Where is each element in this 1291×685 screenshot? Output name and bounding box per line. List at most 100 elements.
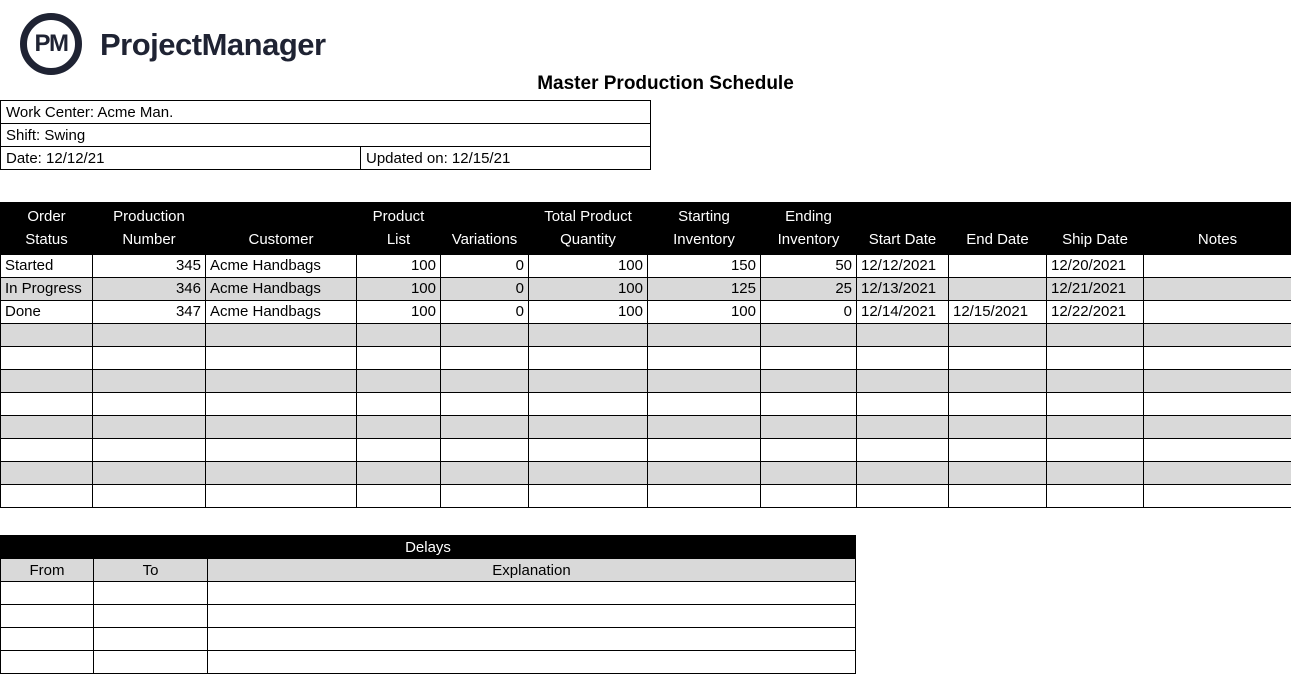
table-cell[interactable]	[205, 391, 357, 416]
table-cell[interactable]	[205, 345, 357, 370]
table-cell[interactable]	[440, 368, 529, 393]
table-cell[interactable]: 12/13/2021	[856, 276, 949, 301]
table-cell[interactable]	[948, 414, 1047, 439]
table-cell[interactable]	[440, 483, 529, 508]
table-cell[interactable]: 345	[92, 253, 206, 278]
table-cell[interactable]	[93, 581, 208, 605]
table-cell[interactable]: 12/21/2021	[1046, 276, 1144, 301]
table-cell[interactable]	[647, 322, 761, 347]
table-cell[interactable]	[92, 368, 206, 393]
table-cell[interactable]	[1046, 483, 1144, 508]
table-cell[interactable]	[205, 414, 357, 439]
table-cell[interactable]	[856, 391, 949, 416]
table-cell[interactable]	[1143, 460, 1291, 485]
table-cell[interactable]	[0, 437, 93, 462]
table-cell[interactable]: 0	[440, 276, 529, 301]
table-cell[interactable]	[856, 437, 949, 462]
table-cell[interactable]	[948, 276, 1047, 301]
table-cell[interactable]: 25	[760, 276, 857, 301]
table-cell[interactable]: 12/14/2021	[856, 299, 949, 324]
table-cell[interactable]	[948, 483, 1047, 508]
table-cell[interactable]	[948, 345, 1047, 370]
table-cell[interactable]	[647, 368, 761, 393]
table-cell[interactable]	[356, 368, 441, 393]
table-cell[interactable]: 100	[528, 276, 648, 301]
table-cell[interactable]	[206, 627, 857, 651]
table-cell[interactable]	[205, 460, 357, 485]
table-cell[interactable]	[356, 414, 441, 439]
table-cell[interactable]: 346	[92, 276, 206, 301]
table-cell[interactable]: 0	[440, 253, 529, 278]
table-cell[interactable]	[647, 345, 761, 370]
table-cell[interactable]	[647, 483, 761, 508]
table-cell[interactable]	[528, 345, 648, 370]
table-cell[interactable]	[647, 391, 761, 416]
table-cell[interactable]	[1143, 437, 1291, 462]
table-cell[interactable]	[760, 460, 857, 485]
updated-on-cell[interactable]: Updated on: 12/15/21	[360, 146, 651, 170]
table-cell[interactable]	[356, 345, 441, 370]
table-cell[interactable]: 100	[528, 253, 648, 278]
table-cell[interactable]	[948, 437, 1047, 462]
table-cell[interactable]	[356, 437, 441, 462]
table-cell[interactable]	[92, 460, 206, 485]
table-cell[interactable]	[0, 345, 93, 370]
table-cell[interactable]	[0, 368, 93, 393]
table-cell[interactable]	[1143, 391, 1291, 416]
table-cell[interactable]: Acme Handbags	[205, 299, 357, 324]
table-cell[interactable]: 12/20/2021	[1046, 253, 1144, 278]
table-cell[interactable]: 100	[647, 299, 761, 324]
table-cell[interactable]	[760, 345, 857, 370]
table-cell[interactable]	[0, 604, 94, 628]
date-cell[interactable]: Date: 12/12/21	[0, 146, 361, 170]
table-cell[interactable]	[1046, 437, 1144, 462]
table-cell[interactable]	[356, 460, 441, 485]
table-cell[interactable]: 0	[760, 299, 857, 324]
table-cell[interactable]	[92, 414, 206, 439]
table-cell[interactable]: Acme Handbags	[205, 276, 357, 301]
table-cell[interactable]	[440, 460, 529, 485]
table-cell[interactable]	[1143, 322, 1291, 347]
table-cell[interactable]	[93, 650, 208, 674]
table-cell[interactable]	[0, 460, 93, 485]
table-cell[interactable]	[92, 437, 206, 462]
table-cell[interactable]	[856, 322, 949, 347]
table-cell[interactable]	[1143, 299, 1291, 324]
table-cell[interactable]	[1046, 460, 1144, 485]
table-cell[interactable]	[856, 345, 949, 370]
table-cell[interactable]	[206, 604, 857, 628]
table-cell[interactable]	[1046, 414, 1144, 439]
table-cell[interactable]	[356, 391, 441, 416]
table-cell[interactable]: 125	[647, 276, 761, 301]
table-cell[interactable]	[0, 391, 93, 416]
table-cell[interactable]	[0, 650, 94, 674]
table-cell[interactable]: 100	[528, 299, 648, 324]
table-cell[interactable]: 12/22/2021	[1046, 299, 1144, 324]
table-cell[interactable]	[856, 483, 949, 508]
table-cell[interactable]	[528, 391, 648, 416]
table-cell[interactable]	[1046, 322, 1144, 347]
table-cell[interactable]	[205, 368, 357, 393]
table-cell[interactable]: 150	[647, 253, 761, 278]
table-cell[interactable]	[760, 414, 857, 439]
table-cell[interactable]: 100	[356, 299, 441, 324]
shift-cell[interactable]: Shift: Swing	[0, 123, 651, 147]
table-cell[interactable]	[356, 483, 441, 508]
table-cell[interactable]	[948, 460, 1047, 485]
table-cell[interactable]	[440, 414, 529, 439]
table-cell[interactable]	[528, 460, 648, 485]
table-cell[interactable]	[356, 322, 441, 347]
table-cell[interactable]	[528, 368, 648, 393]
table-cell[interactable]	[0, 581, 94, 605]
table-cell[interactable]	[206, 650, 857, 674]
table-cell[interactable]	[92, 483, 206, 508]
table-cell[interactable]	[856, 460, 949, 485]
table-cell[interactable]	[93, 627, 208, 651]
table-cell[interactable]: In Progress	[0, 276, 93, 301]
table-cell[interactable]	[440, 437, 529, 462]
table-cell[interactable]	[92, 322, 206, 347]
table-cell[interactable]	[0, 322, 93, 347]
table-cell[interactable]	[1143, 414, 1291, 439]
table-cell[interactable]	[1143, 253, 1291, 278]
table-cell[interactable]	[92, 345, 206, 370]
